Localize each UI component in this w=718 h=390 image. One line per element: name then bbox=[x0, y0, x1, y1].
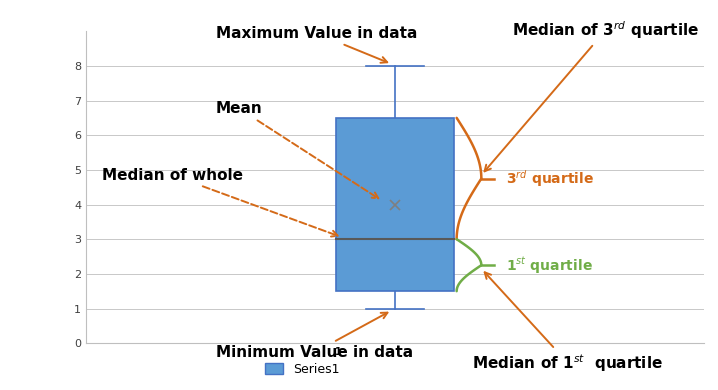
Text: Median of 1$^{st}$  quartile: Median of 1$^{st}$ quartile bbox=[472, 272, 663, 374]
Text: Median of 3$^{rd}$ quartile: Median of 3$^{rd}$ quartile bbox=[485, 19, 699, 171]
Text: Mean: Mean bbox=[216, 101, 378, 199]
Legend: Series1: Series1 bbox=[260, 358, 345, 381]
Text: Maximum Value in data: Maximum Value in data bbox=[216, 26, 417, 63]
Text: 1$^{st}$ quartile: 1$^{st}$ quartile bbox=[506, 255, 593, 275]
Text: Minimum Value in data: Minimum Value in data bbox=[216, 313, 413, 360]
Text: 1: 1 bbox=[335, 347, 342, 357]
Text: Median of whole: Median of whole bbox=[101, 168, 337, 236]
Text: 3$^{rd}$ quartile: 3$^{rd}$ quartile bbox=[506, 168, 595, 189]
Bar bbox=[336, 118, 454, 291]
